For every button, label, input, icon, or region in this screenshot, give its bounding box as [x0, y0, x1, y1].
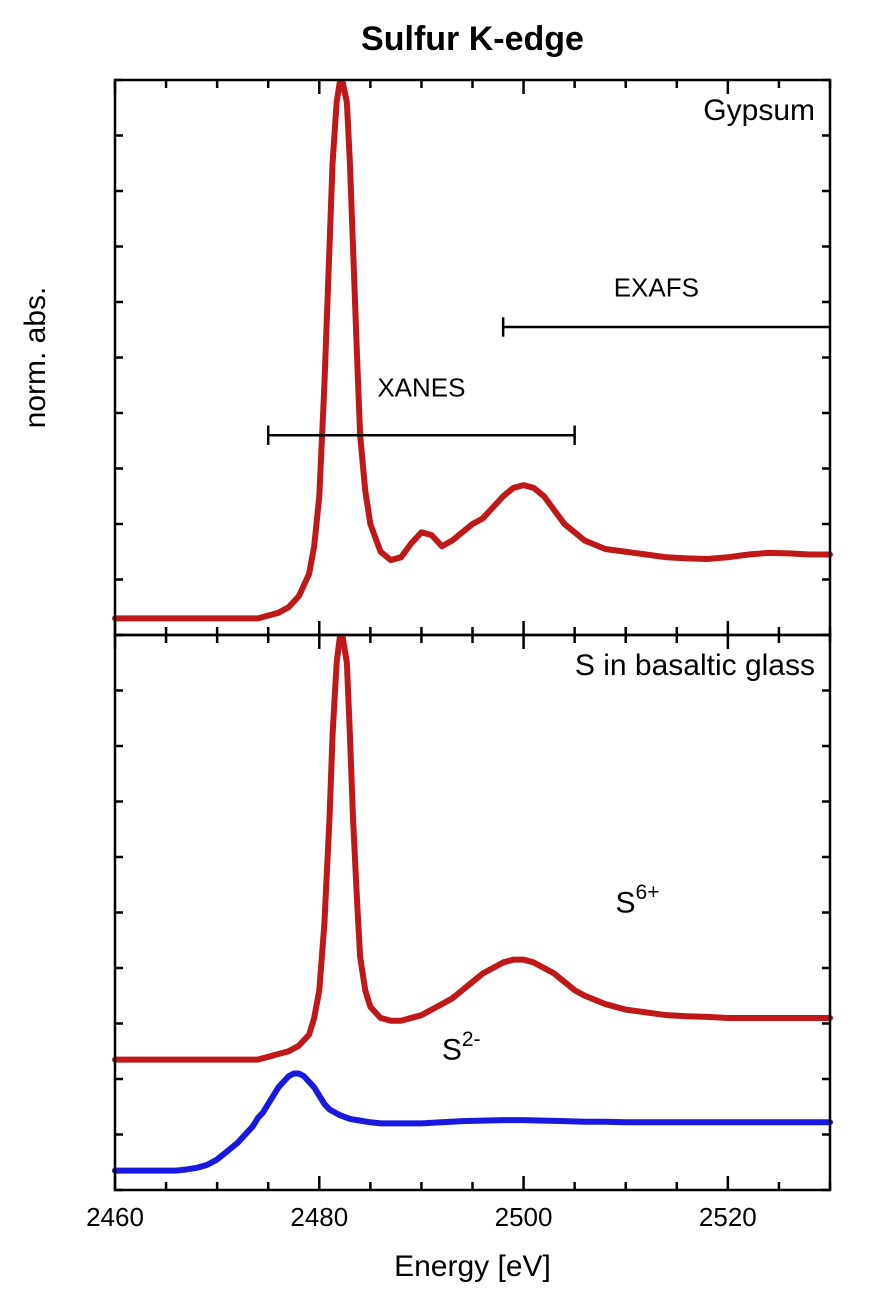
x-axis-label: Energy [eV] — [394, 1250, 551, 1283]
panel-frame-bottom — [115, 635, 830, 1190]
species-label: S2- — [442, 1028, 481, 1067]
panel-title-bottom: S in basaltic glass — [575, 649, 815, 682]
annotation-label-exafs: EXAFS — [614, 272, 699, 302]
series-s2minus — [115, 1073, 830, 1170]
spectra-figure: Sulfur K-edge Gypsum XANES EXAFS S in basalt… — [0, 0, 870, 1295]
panel-title-top: Gypsum — [703, 94, 815, 127]
series-gypsum — [115, 83, 830, 619]
figure-container: Sulfur K-edge Gypsum XANES EXAFS S in basalt… — [0, 0, 870, 1295]
x-tick-label: 2480 — [290, 1202, 348, 1232]
x-tick-label: 2500 — [495, 1202, 553, 1232]
x-tick-label: 2460 — [86, 1202, 144, 1232]
panel-frame-top — [115, 80, 830, 635]
y-axis-label: norm. abs. — [19, 287, 52, 429]
x-tick-label: 2520 — [699, 1202, 757, 1232]
series-s6plus — [115, 638, 830, 1060]
main-title: Sulfur K-edge — [361, 20, 584, 58]
annotation-label-xanes: XANES — [377, 372, 465, 402]
species-label: S6+ — [616, 881, 660, 920]
